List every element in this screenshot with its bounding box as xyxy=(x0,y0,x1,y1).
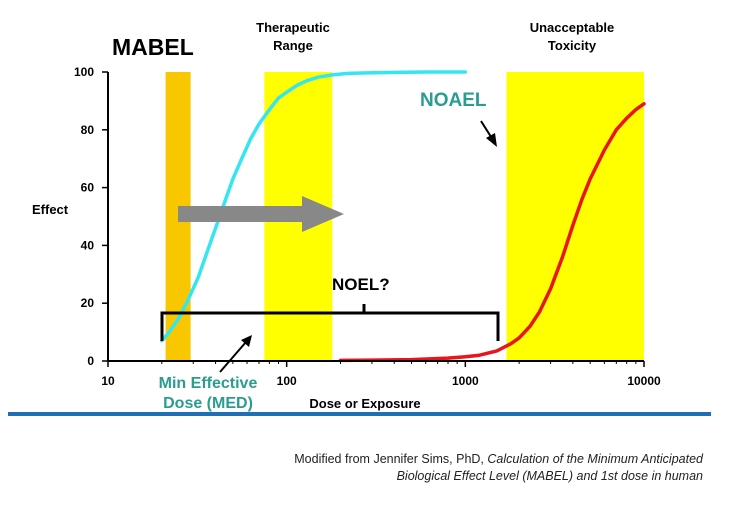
series-line-1 xyxy=(338,102,646,363)
dose-response-chart: 0 20 40 60 80 100 10 100 1000 10000 Effect Dose or … xyxy=(32,20,661,412)
curves-layer xyxy=(160,70,646,363)
x-tick-label-100: 100 xyxy=(277,374,297,388)
y-axis-label: Effect xyxy=(32,202,69,217)
med-label-2: Dose (MED) xyxy=(163,395,253,412)
toxicity-label-2: Toxicity xyxy=(548,38,597,53)
mabel-label: MABEL xyxy=(112,34,194,60)
y-tick-label-100: 100 xyxy=(74,65,94,79)
credit-title-1: Calculation of the Minimum Anticipated xyxy=(487,452,703,466)
y-tick-label-0: 0 xyxy=(87,354,94,368)
noael-pointer-head xyxy=(486,133,497,147)
source-credit: Modified from Jennifer Sims, PhD, Calcul… xyxy=(183,451,703,485)
med-pointer-head xyxy=(241,335,252,347)
noael-label: NOAEL xyxy=(420,90,487,111)
gray-arrow xyxy=(178,196,344,232)
y-tick-label-20: 20 xyxy=(81,296,95,310)
x-tick-label-10: 10 xyxy=(101,374,115,388)
therapeutic-label-2: Range xyxy=(273,38,313,53)
y-tick-label-60: 60 xyxy=(81,181,95,195)
divider-rule xyxy=(8,412,711,416)
y-tick-label-80: 80 xyxy=(81,123,95,137)
annotations-layer: MABEL Therapeutic Range Unacceptable Tox… xyxy=(112,20,614,412)
toxicity-label-1: Unacceptable xyxy=(530,20,615,35)
med-label-1: Min Effective xyxy=(159,375,258,392)
x-axis-label: Dose or Exposure xyxy=(309,396,420,411)
noel-bracket xyxy=(160,304,500,341)
med-pointer xyxy=(219,341,247,373)
axes-layer: 0 20 40 60 80 100 10 100 1000 10000 Effect Dose or … xyxy=(32,65,661,411)
x-tick-label-10000: 10000 xyxy=(627,374,661,388)
series-line-0 xyxy=(160,70,468,343)
x-tick-label-1000: 1000 xyxy=(452,374,479,388)
noel-label: NOEL? xyxy=(332,275,390,294)
credit-prefix: Modified from Jennifer Sims, PhD, xyxy=(294,452,488,466)
therapeutic-label-1: Therapeutic xyxy=(256,20,330,35)
y-tick-label-40: 40 xyxy=(81,238,95,252)
credit-title-2: Biological Effect Level (MABEL) and 1st … xyxy=(396,469,703,483)
